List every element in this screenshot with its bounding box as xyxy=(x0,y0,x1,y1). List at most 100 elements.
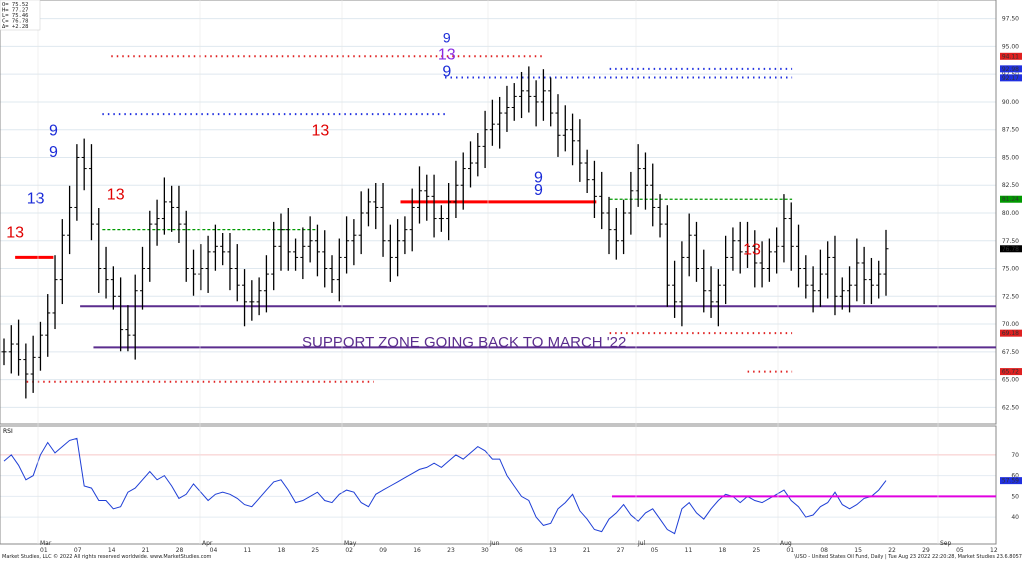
ohlc-readout-line: O= 75.52 xyxy=(2,2,29,8)
price-highlight-tag xyxy=(1000,329,1022,337)
ohlc-readout-line: L= 75.46 xyxy=(2,13,29,19)
price-tick-label: 90.00 xyxy=(1002,99,1019,106)
month-label: Jun xyxy=(489,540,500,547)
rsi-panel-frame xyxy=(0,425,997,545)
rsi-label: RSI xyxy=(3,428,13,435)
price-highlight-tag xyxy=(1000,195,1022,203)
price-highlight-label: 76.78 xyxy=(1002,246,1019,253)
price-highlight-label: 65.72 xyxy=(1002,369,1019,376)
date-label: 11 xyxy=(685,547,693,554)
price-tick-label: 97.50 xyxy=(1002,16,1019,23)
price-highlight-label: 69.18 xyxy=(1002,330,1019,337)
setup-count-label: 13 xyxy=(107,186,125,203)
setup-count-label: 9 xyxy=(534,182,543,199)
price-tick-label: 80.00 xyxy=(1002,210,1019,217)
support-annotation: SUPPORT ZONE GOING BACK TO MARCH '22 xyxy=(302,334,626,351)
date-label: 16 xyxy=(413,547,421,554)
price-highlight-tag xyxy=(1000,74,1022,82)
date-label: 25 xyxy=(311,547,319,554)
date-label: 11 xyxy=(244,547,252,554)
date-label: 23 xyxy=(447,547,455,554)
date-label: 06 xyxy=(515,547,523,554)
rsi-highlight-tag xyxy=(1000,477,1022,485)
price-tick-label: 67.50 xyxy=(1002,349,1019,356)
price-highlight-label: 94.11 xyxy=(1002,53,1019,60)
price-tick-label: 77.50 xyxy=(1002,238,1019,245)
date-label: 14 xyxy=(108,547,116,554)
price-highlight-label: 92.17 xyxy=(1002,75,1019,82)
month-label: Aug xyxy=(780,540,792,547)
date-label: 05 xyxy=(956,547,964,554)
footer-right: \USO - United States Oil Fund, Daily | T… xyxy=(794,554,1022,560)
date-label: 13 xyxy=(549,547,557,554)
levels-layer xyxy=(15,55,996,383)
rsi-axis: 70 60 50 40 57.59 xyxy=(1000,452,1022,521)
rsi-tick-label: 60 xyxy=(1011,473,1019,480)
date-label: 02 xyxy=(345,547,353,554)
date-label: 29 xyxy=(922,547,930,554)
month-label: Mar xyxy=(40,540,52,547)
price-tick-label: 62.50 xyxy=(1002,404,1019,411)
date-label: 27 xyxy=(617,547,625,554)
ohlc-readout: O= 75.52H= 77.27L= 75.46C= 76.78Δ= +2.28 xyxy=(0,0,41,31)
date-label: 22 xyxy=(888,547,896,554)
date-label: 01 xyxy=(786,547,794,554)
setup-count-label: 13 xyxy=(6,224,24,241)
setup-count-label: 9 xyxy=(534,169,543,186)
date-label: 21 xyxy=(142,547,150,554)
price-panel-frame xyxy=(0,0,997,425)
date-label: 01 xyxy=(40,547,48,554)
setup-count-label: 9 xyxy=(443,29,451,45)
price-highlight-tag xyxy=(1000,65,1022,73)
price-tick-label: 72.50 xyxy=(1002,293,1019,300)
setup-count-label: 13 xyxy=(27,191,45,208)
rsi-line xyxy=(3,437,887,535)
footer-left: Market Studies, LLC © 2022 All rights re… xyxy=(2,553,212,560)
price-tick-label: 82.50 xyxy=(1002,182,1019,189)
price-tick-label: 95.00 xyxy=(1002,43,1019,50)
date-label: 25 xyxy=(753,547,761,554)
price-highlight-tag xyxy=(1000,52,1022,60)
date-label: 18 xyxy=(278,547,286,554)
price-highlight-label: 81.24 xyxy=(1002,196,1019,203)
setup-count-label: 9 xyxy=(442,63,451,80)
month-label: Sep xyxy=(940,540,952,547)
month-label: May xyxy=(344,540,357,547)
date-label: 04 xyxy=(210,547,218,554)
date-label: 30 xyxy=(481,547,489,554)
date-label: 07 xyxy=(74,547,82,554)
date-label: 05 xyxy=(651,547,659,554)
date-axis: Mar Apr May Jun Jul Aug Sep 01 07 14 21 28 04 11 18 25 0… xyxy=(37,0,998,554)
setup-count-label: 9 xyxy=(49,144,58,161)
price-tick-label: 75.00 xyxy=(1002,266,1019,273)
setup-count-label: 13 xyxy=(312,123,330,140)
rsi-tick-label: 40 xyxy=(1011,514,1019,521)
date-label: 28 xyxy=(176,547,184,554)
price-tick-label: 70.00 xyxy=(1002,321,1019,328)
price-bars-layer xyxy=(1,66,889,399)
rsi-highlight-label: 57.59 xyxy=(1002,478,1019,485)
rsi-tick-label: 70 xyxy=(1011,452,1019,459)
month-label: Apr xyxy=(202,540,213,547)
rsi-tick-label: 50 xyxy=(1011,493,1019,500)
date-label: 09 xyxy=(379,547,387,554)
date-label: 15 xyxy=(854,547,862,554)
price-tick-label: 85.00 xyxy=(1002,154,1019,161)
price-tick-label: 87.50 xyxy=(1002,127,1019,134)
price-tick-label: 65.00 xyxy=(1002,377,1019,384)
date-label: 21 xyxy=(583,547,591,554)
ohlc-readout-line: Δ= +2.28 xyxy=(2,24,29,30)
ohlc-readout-background xyxy=(0,0,41,31)
ohlc-readout-line: H= 77.27 xyxy=(2,8,29,14)
month-label: Jul xyxy=(637,540,646,547)
price-highlight-label: 92.98 xyxy=(1002,66,1019,73)
price-axis: 97.5095.0092.5090.0087.5085.0082.5080.00… xyxy=(1000,16,1022,411)
ohlc-readout-line: C= 76.78 xyxy=(2,19,29,25)
date-label: 08 xyxy=(820,547,828,554)
setup-count-label: 13 xyxy=(438,46,456,63)
setup-count-label: 13 xyxy=(743,241,761,258)
setup-count-label: 9 xyxy=(49,123,58,140)
